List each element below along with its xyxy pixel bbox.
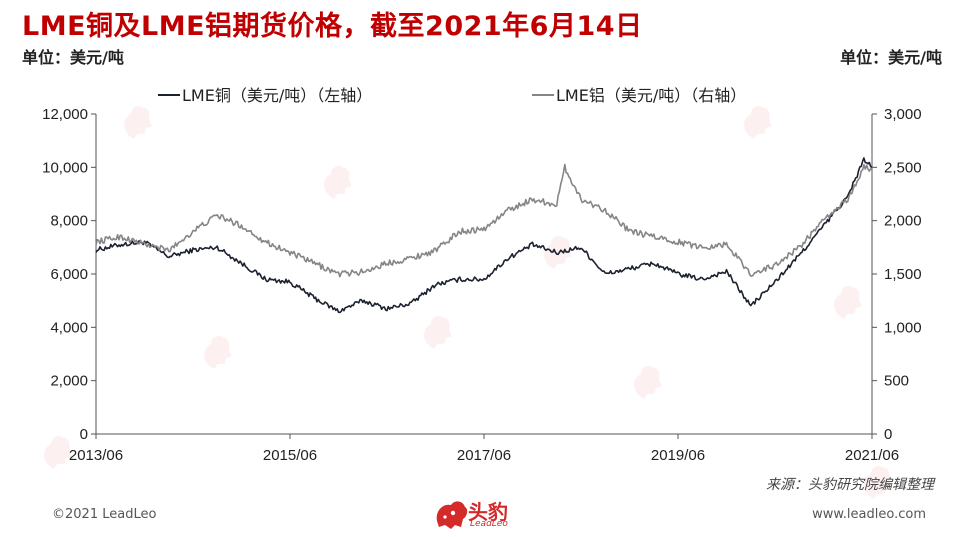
chart-axes: 0 2,000 4,000 6,000 8,000 10,000 12,000 0 500 1,0… xyxy=(42,106,921,464)
series-layer xyxy=(95,157,873,314)
right-y-tick-label: 2,500 xyxy=(884,159,922,176)
watermark-icon xyxy=(44,436,72,470)
x-tick-label: 2017/06 xyxy=(457,447,511,464)
source-note: 来源：头豹研究院编辑整理 xyxy=(766,477,934,493)
left-y-tick-label: 12,000 xyxy=(42,106,88,123)
series-line-aluminum xyxy=(95,163,873,278)
right-y-tick-label: 1,000 xyxy=(884,319,922,336)
left-y-tick-label: 4,000 xyxy=(50,319,88,336)
left-y-tick-label: 6,000 xyxy=(50,266,88,283)
series-line-copper xyxy=(95,157,873,314)
website-link[interactable]: www.leadleo.com xyxy=(812,507,926,522)
leopard-logo-icon xyxy=(436,501,468,529)
watermark-icon xyxy=(324,166,352,200)
logo-subtitle: LeadLeo xyxy=(470,519,508,529)
legend-label: LME铜（美元/吨）（左轴） xyxy=(182,86,372,105)
watermark-icon xyxy=(124,106,152,140)
watermark-icon xyxy=(634,366,662,400)
x-tick-label: 2019/06 xyxy=(651,447,705,464)
watermark-icon xyxy=(424,316,452,350)
watermark-icon xyxy=(834,286,862,320)
x-tick-label: 2015/06 xyxy=(263,447,317,464)
copyright-text: ©2021 LeadLeo xyxy=(52,507,157,522)
watermark-icon xyxy=(544,236,572,270)
page-title: LME铜及LME铝期货价格，截至2021年6月14日 xyxy=(22,11,643,42)
right-y-tick-label: 500 xyxy=(884,373,909,390)
right-y-tick-label: 3,000 xyxy=(884,106,922,123)
left-y-tick-label: 2,000 xyxy=(50,373,88,390)
right-y-tick-label: 2,000 xyxy=(884,213,922,230)
legend-label: LME铝（美元/吨）（右轴） xyxy=(556,86,746,105)
right-y-tick-label: 0 xyxy=(884,426,892,443)
x-tick-label: 2021/06 xyxy=(845,447,899,464)
right-unit-label: 单位：美元/吨 xyxy=(840,48,942,67)
chart-legend: LME铜（美元/吨）（左轴） LME铝（美元/吨）（右轴） xyxy=(158,86,746,105)
logo-name: 头豹 xyxy=(468,500,508,524)
left-unit-label: 单位：美元/吨 xyxy=(22,48,124,67)
watermark-icon xyxy=(864,466,892,500)
watermark-layer xyxy=(44,106,892,500)
watermark-icon xyxy=(744,106,772,140)
watermark-icon xyxy=(204,336,232,370)
left-y-tick-label: 10,000 xyxy=(42,159,88,176)
left-y-tick-label: 8,000 xyxy=(50,213,88,230)
right-y-tick-label: 1,500 xyxy=(884,266,922,283)
left-y-tick-label: 0 xyxy=(80,426,88,443)
x-tick-label: 2013/06 xyxy=(69,447,123,464)
